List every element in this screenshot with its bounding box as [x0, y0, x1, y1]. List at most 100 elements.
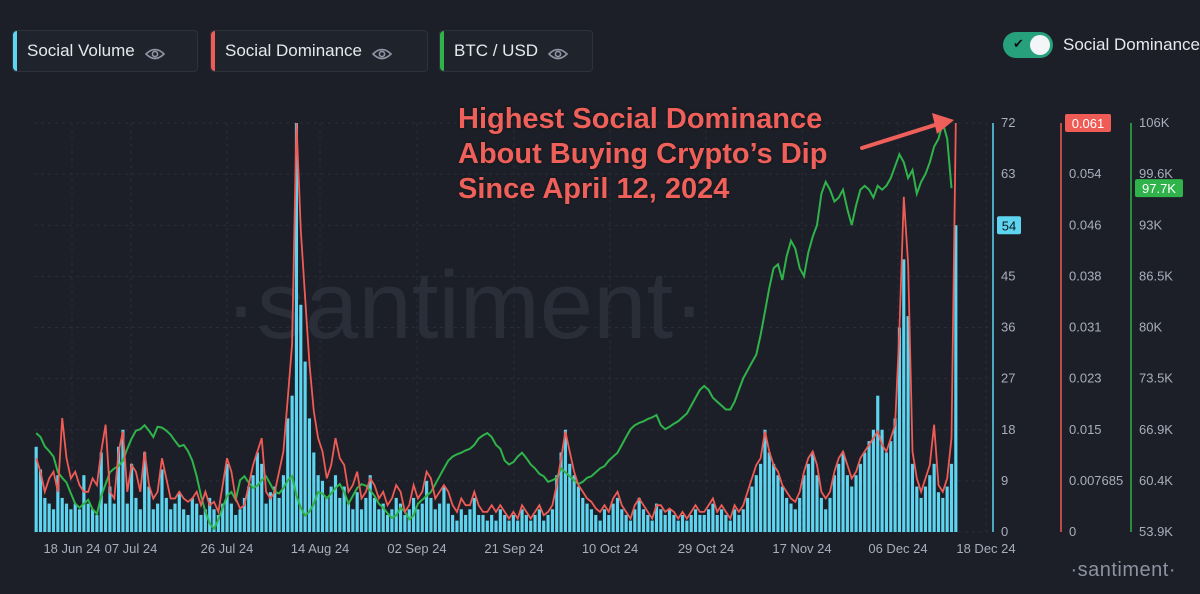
volume-bar — [416, 509, 420, 532]
volume-bar — [459, 509, 463, 532]
eye-icon[interactable] — [547, 45, 569, 60]
volume-bar — [889, 441, 893, 532]
volume-bar — [854, 475, 858, 532]
volume-bar — [555, 475, 559, 532]
volume-bar — [646, 514, 650, 532]
volume-bar — [442, 486, 446, 532]
legend-social-volume[interactable]: Social Volume — [12, 30, 198, 72]
volume-bar — [485, 520, 489, 532]
volume-bar — [173, 503, 177, 532]
volume-bar — [941, 497, 945, 532]
volume-bar — [715, 514, 719, 532]
volume-bar — [923, 486, 928, 532]
eye-icon[interactable] — [371, 45, 393, 60]
volume-bar — [637, 497, 641, 532]
legend-color-bar — [211, 31, 215, 71]
volume-bar — [876, 395, 880, 532]
volume-bar — [190, 497, 194, 532]
x-tick-label: 06 Dec 24 — [868, 541, 927, 556]
volume-bar — [169, 509, 173, 532]
eye-icon[interactable] — [144, 45, 165, 60]
volume-bar — [281, 475, 286, 532]
volume-bar — [238, 509, 242, 532]
volume-bar — [498, 509, 502, 532]
volume-bar — [685, 520, 689, 532]
volume-bar — [255, 452, 259, 532]
volume-bar — [64, 503, 69, 532]
volume-bar — [472, 497, 476, 532]
volume-bar — [867, 441, 871, 532]
legend-label: BTC / USD — [454, 41, 539, 60]
toggle-label: Social Dominance — [1062, 35, 1200, 54]
legend-social-dominance[interactable]: Social Dominance — [210, 30, 428, 72]
volume-bar — [633, 509, 637, 532]
volume-bar — [268, 492, 272, 532]
volume-bar — [455, 520, 459, 532]
volume-bar — [871, 429, 875, 532]
volume-bar — [43, 497, 47, 532]
volume-bar — [585, 503, 589, 532]
volume-bar — [884, 452, 888, 532]
volume-bar — [86, 503, 90, 532]
volume-bar — [47, 503, 51, 532]
volume-bar — [607, 514, 611, 532]
volume-bar — [594, 514, 598, 532]
volume-bar — [320, 480, 325, 532]
volume-bar — [372, 497, 377, 532]
btc-tick-label: 73.5K — [1139, 371, 1173, 386]
volume-bar — [724, 514, 728, 532]
volume-tick-label: 63 — [1001, 166, 1015, 181]
volume-bar — [615, 497, 620, 532]
social-dominance-toggle[interactable]: ✔ — [1002, 32, 1053, 58]
volume-bar — [711, 503, 715, 532]
volume-bar — [351, 509, 355, 532]
legend-label: Social Dominance — [225, 41, 363, 60]
btc-tick-label: 60.4K — [1139, 473, 1173, 488]
volume-bar — [602, 509, 607, 532]
toggle-knob — [1029, 35, 1050, 55]
volume-bar — [390, 509, 394, 532]
volume-bar — [641, 509, 646, 532]
volume-tick-label: 36 — [1001, 320, 1015, 335]
volume-bar — [576, 486, 580, 532]
dominance-tick-label: 0.046 — [1069, 217, 1102, 232]
volume-bar — [316, 475, 320, 532]
volume-bar — [195, 503, 199, 532]
volume-bar — [928, 475, 932, 532]
volume-bar — [338, 497, 342, 532]
btc-tick-label: 53.9K — [1139, 524, 1173, 539]
annotation-line: Highest Social Dominance — [458, 103, 823, 135]
volume-bar — [247, 486, 251, 532]
volume-bar — [620, 509, 624, 532]
volume-bar — [273, 486, 277, 532]
volume-bar — [286, 418, 290, 532]
volume-bar — [824, 509, 828, 532]
volume-bar — [828, 497, 832, 532]
volume-bar — [793, 509, 797, 532]
volume-bar — [897, 327, 902, 532]
btc-current-badge — [1135, 179, 1183, 198]
volume-bar — [51, 509, 56, 532]
volume-bar — [212, 509, 216, 532]
volume-bar — [628, 520, 633, 532]
volume-bar — [290, 395, 294, 532]
volume-bar — [559, 452, 563, 532]
volume-bar — [90, 509, 95, 532]
volume-bar — [342, 486, 346, 532]
volume-tick-label: 72 — [1001, 115, 1015, 130]
volume-tick-label: 18 — [1001, 422, 1015, 437]
volume-tick-label: 0 — [1001, 524, 1008, 539]
volume-bar — [112, 503, 116, 532]
volume-bar — [203, 509, 207, 532]
volume-bar — [69, 509, 73, 532]
volume-bar — [845, 475, 849, 532]
volume-bar — [403, 514, 407, 532]
volume-bar — [516, 520, 520, 532]
volume-bar — [420, 503, 424, 532]
volume-bar — [503, 514, 507, 532]
volume-bar — [568, 463, 572, 532]
volume-bar — [949, 463, 954, 532]
x-tick-label: 02 Sep 24 — [387, 541, 446, 556]
volume-bar — [494, 520, 498, 532]
legend-btc-usd[interactable]: BTC / USD — [439, 30, 593, 72]
